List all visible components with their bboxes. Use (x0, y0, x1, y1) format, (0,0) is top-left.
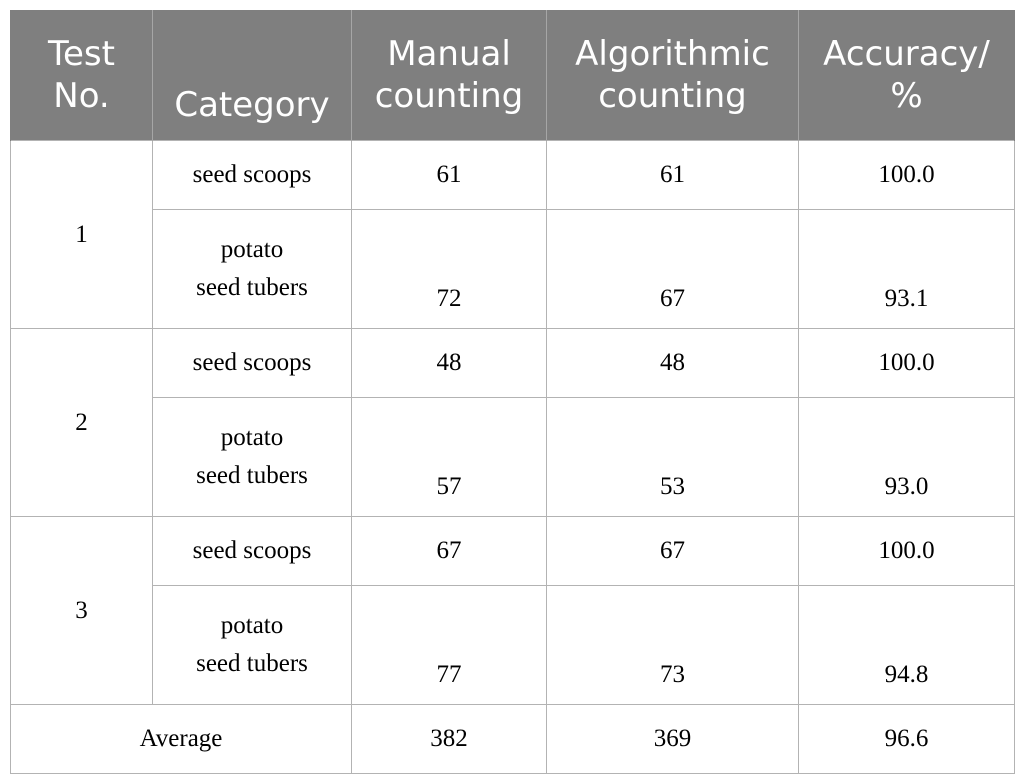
manual-count-cell: 77 (351, 585, 547, 705)
results-table-container: Test No. Category Manual counting Algori… (10, 10, 1015, 774)
table-row: potato seed tubers 72 67 93.1 (11, 209, 1015, 329)
category-cell: seed scoops (152, 516, 352, 586)
algorithmic-count-cell: 48 (546, 328, 799, 398)
header-accuracy: Accuracy/ % (798, 10, 1015, 141)
category-cell: seed scoops (152, 140, 352, 210)
accuracy-cell: 100.0 (798, 516, 1015, 586)
header-manual-counting: Manual counting (351, 10, 547, 141)
accuracy-cell: 100.0 (798, 328, 1015, 398)
average-accuracy-cell: 96.6 (798, 704, 1015, 774)
algorithmic-count-cell: 67 (546, 516, 799, 586)
table-row: 1 seed scoops 61 61 100.0 (10, 140, 1015, 329)
algorithmic-count-cell: 53 (546, 397, 799, 517)
accuracy-cell: 100.0 (798, 140, 1015, 210)
manual-count-cell: 67 (351, 516, 547, 586)
header-test-no: Test No. (10, 10, 153, 141)
algorithmic-count-cell: 61 (546, 140, 799, 210)
test-no-cell: 1 (10, 140, 153, 329)
algorithmic-count-cell: 73 (546, 585, 799, 705)
manual-count-cell: 57 (351, 397, 547, 517)
table-row: potato seed tubers 77 73 94.8 (11, 585, 1015, 705)
category-cell: potato seed tubers (152, 397, 352, 517)
category-cell: seed scoops (152, 328, 352, 398)
test-no-cell: 2 (10, 328, 153, 517)
accuracy-cell: 93.0 (798, 397, 1015, 517)
accuracy-cell: 93.1 (798, 209, 1015, 329)
header-row: Test No. Category Manual counting Algori… (10, 10, 1015, 141)
counting-accuracy-table: Test No. Category Manual counting Algori… (10, 10, 1015, 774)
average-label: Average (10, 704, 352, 774)
manual-count-cell: 72 (351, 209, 547, 329)
average-algorithmic-cell: 369 (546, 704, 799, 774)
algorithmic-count-cell: 67 (546, 209, 799, 329)
table-row: potato seed tubers 57 53 93.0 (11, 397, 1015, 517)
category-cell: potato seed tubers (152, 209, 352, 329)
table-row: 3 seed scoops 67 67 100.0 (10, 516, 1015, 705)
average-manual-cell: 382 (351, 704, 547, 774)
test-no-cell: 3 (10, 516, 153, 705)
manual-count-cell: 61 (351, 140, 547, 210)
average-row: Average 382 369 96.6 (10, 704, 1015, 774)
table-row: 2 seed scoops 48 48 100.0 (10, 328, 1015, 517)
manual-count-cell: 48 (351, 328, 547, 398)
accuracy-cell: 94.8 (798, 585, 1015, 705)
category-cell: potato seed tubers (152, 585, 352, 705)
header-algorithmic-counting: Algorithmic counting (546, 10, 799, 141)
header-category: Category (152, 10, 352, 141)
